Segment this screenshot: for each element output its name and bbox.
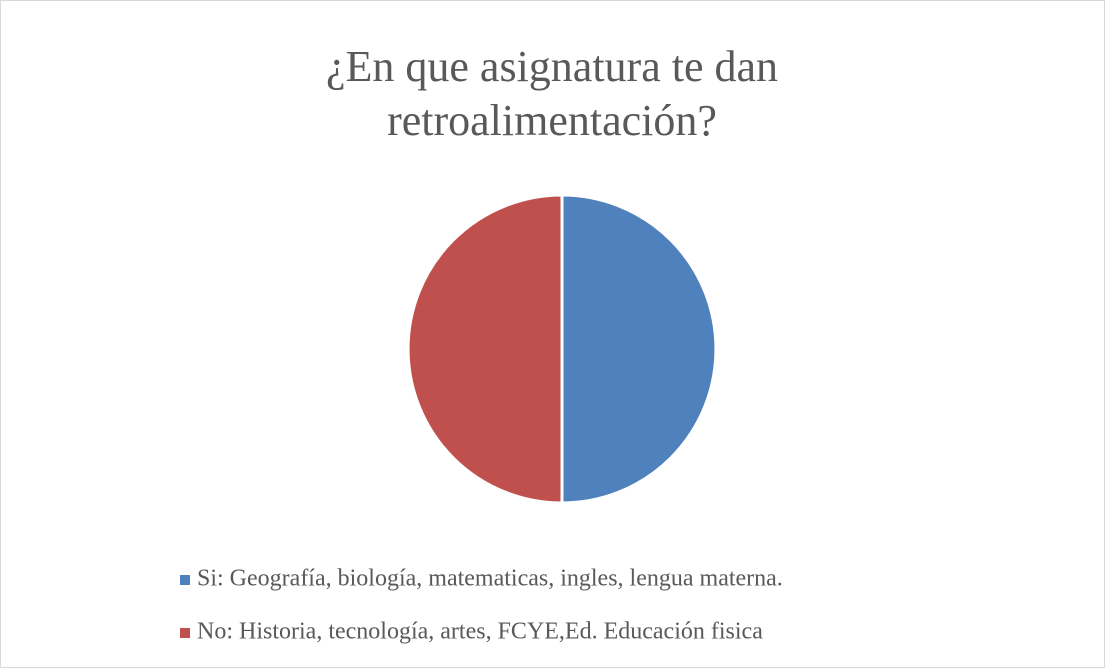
pie-slice <box>406 193 564 505</box>
pie-slice <box>560 193 718 505</box>
legend-label: No: Historia, tecnología, artes, FCYE,Ed… <box>197 619 763 645</box>
legend-label: Si: Geografía, biología, matematicas, in… <box>197 566 783 592</box>
legend-swatch <box>180 628 190 638</box>
legend-swatch <box>180 575 190 585</box>
chart-title: ¿En que asignatura te dan retroalimentac… <box>325 42 779 145</box>
